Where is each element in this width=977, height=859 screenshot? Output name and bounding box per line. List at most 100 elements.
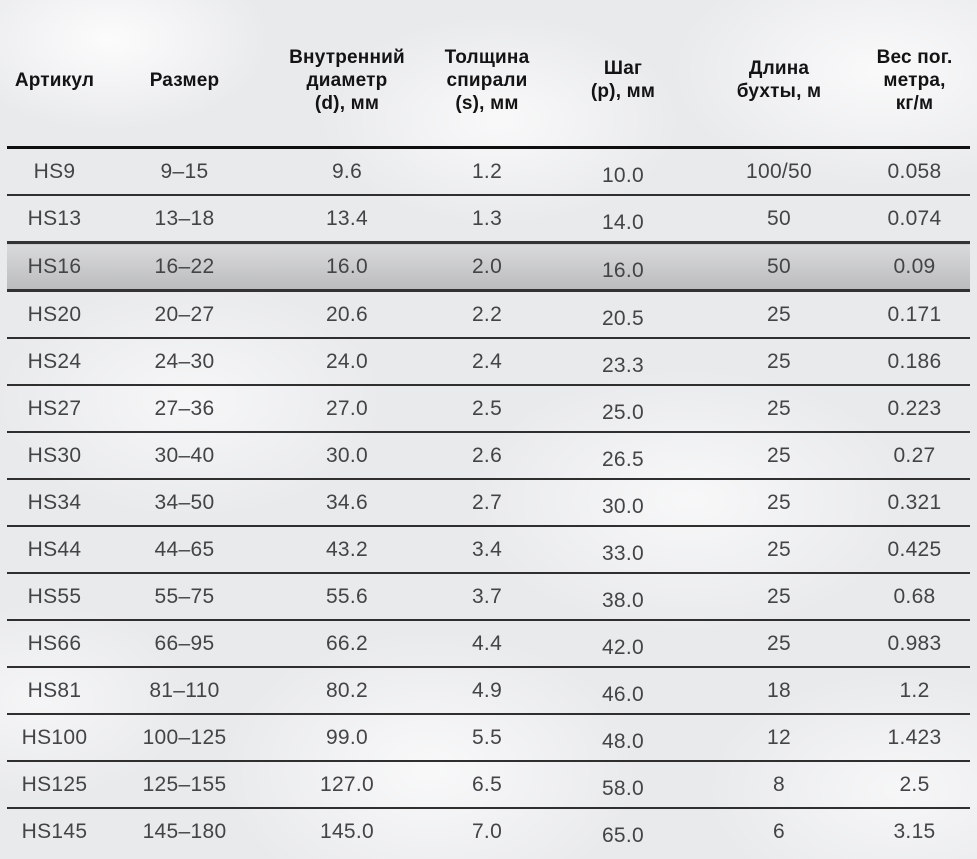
- table-row: HS125 125–155 127.0 6.5 58.0 8 2.5: [7, 761, 970, 808]
- cell-pitch: 23.3: [601, 353, 645, 377]
- cell-weight: 3.15: [893, 819, 936, 843]
- table-row: HS81 81–110 80.2 4.9 46.0 18 1.2: [7, 667, 970, 714]
- column-header-line: Вес пог.: [876, 46, 953, 68]
- cell-pitch: 65.0: [601, 823, 645, 847]
- cell-coil-length: 18: [767, 678, 791, 702]
- column-header-pitch: Шаг (р), мм: [547, 0, 699, 149]
- table-row: HS100 100–125 99.0 5.5 48.0 12 1.423: [7, 714, 970, 761]
- cell-spiral-thickness: 4.9: [471, 678, 503, 702]
- cell-size: 30–40: [154, 443, 215, 467]
- cell-coil-length: 25: [767, 490, 791, 514]
- header-row: Артикул Размер Внутренний диаметр (d), мм Тол…: [7, 0, 970, 149]
- cell-inner-diameter: 127.0: [319, 772, 375, 796]
- cell-article: HS125: [21, 772, 88, 796]
- cell-spiral-thickness: 2.5: [471, 396, 503, 420]
- column-header-line: Шаг: [603, 58, 643, 79]
- cell-inner-diameter: 27.0: [325, 396, 369, 420]
- cell-spiral-thickness: 2.2: [471, 302, 503, 326]
- cell-inner-diameter: 13.4: [325, 206, 369, 230]
- cell-pitch: 14.0: [601, 210, 645, 234]
- cell-coil-length: 25: [767, 537, 791, 561]
- cell-pitch: 38.0: [601, 588, 645, 612]
- cell-pitch: 16.0: [547, 242, 699, 291]
- cell-spiral-thickness: 3.4: [471, 537, 503, 561]
- cell-spiral-thickness: 3.7: [471, 584, 503, 608]
- cell-pitch: 20.5: [601, 306, 645, 330]
- table-header: Артикул Размер Внутренний диаметр (d), мм Тол…: [7, 0, 970, 149]
- cell-inner-diameter: 20.6: [325, 302, 369, 326]
- table-row: HS27 27–36 27.0 2.5 25.0 25 0.223: [7, 385, 970, 432]
- cell-article: HS55: [27, 584, 82, 608]
- table-row: HS24 24–30 24.0 2.4 23.3 25 0.186: [7, 338, 970, 385]
- cell-size: 81–110: [149, 678, 220, 702]
- column-header-line: кг/м: [895, 92, 934, 114]
- cell-spiral-thickness: 7.0: [471, 819, 503, 843]
- cell-pitch: 10.0: [601, 163, 645, 187]
- cell-size: 24–30: [154, 349, 215, 373]
- cell-pitch: 25.0: [601, 400, 645, 424]
- cell-inner-diameter: 9.6: [331, 159, 363, 183]
- cell-coil-length: 8: [773, 772, 785, 796]
- cell-inner-diameter: 30.0: [325, 443, 369, 467]
- column-header-size: Размер: [102, 0, 267, 149]
- column-header-spiral-thickness: Толщина спирали (s), мм: [427, 0, 547, 149]
- cell-article: HS34: [27, 490, 82, 514]
- table-row: HS20 20–27 20.6 2.2 20.5 25 0.171: [7, 291, 970, 338]
- cell-article: HS27: [27, 396, 82, 420]
- table-row: HS30 30–40 30.0 2.6 26.5 25 0.27: [7, 432, 970, 479]
- cell-size: 13–18: [154, 206, 215, 230]
- cell-article: HS24: [27, 349, 82, 373]
- cell-weight: 1.423: [887, 725, 942, 749]
- cell-inner-diameter: 145.0: [319, 819, 375, 843]
- cell-inner-diameter: 43.2: [325, 537, 369, 561]
- cell-size: 44–65: [154, 537, 215, 561]
- cell-spiral-thickness: 4.4: [471, 631, 503, 655]
- cell-weight: 0.223: [887, 396, 942, 420]
- cell-coil-length: 6: [773, 819, 785, 843]
- cell-coil-length: 25: [767, 349, 791, 373]
- column-header-line: бухты, м: [736, 81, 822, 102]
- cell-inner-diameter: 66.2: [325, 631, 369, 655]
- cell-article: HS100: [21, 725, 88, 749]
- cell-inner-diameter: 34.6: [325, 490, 369, 514]
- cell-weight: 0.074: [887, 206, 942, 230]
- cell-size: 16–22: [102, 242, 267, 291]
- cell-spiral-thickness: 2.7: [471, 490, 503, 514]
- cell-coil-length: 12: [767, 725, 791, 749]
- column-header-weight: Вес пог. метра, кг/м: [859, 0, 970, 149]
- cell-pitch: 46.0: [601, 682, 645, 706]
- cell-article: HS9: [33, 159, 76, 183]
- cell-weight: 0.983: [887, 631, 942, 655]
- table-row: HS9 9–15 9.6 1.2 10.0 100/50 0.058: [7, 148, 970, 195]
- cell-article: HS44: [27, 537, 82, 561]
- cell-coil-length: 25: [767, 584, 791, 608]
- table-row: HS66 66–95 66.2 4.4 42.0 25 0.983: [7, 620, 970, 667]
- cell-article: HS81: [27, 678, 82, 702]
- cell-weight: 0.68: [893, 584, 936, 608]
- cell-size: 34–50: [154, 490, 215, 514]
- cell-pitch: 48.0: [601, 729, 645, 753]
- cell-article: HS16: [7, 242, 102, 291]
- cell-weight: 1.2: [899, 678, 930, 702]
- cell-inner-diameter: 24.0: [325, 349, 369, 373]
- cell-inner-diameter: 55.6: [325, 584, 369, 608]
- cell-weight: 2.5: [899, 772, 930, 796]
- cell-coil-length: 50: [767, 206, 791, 230]
- table-row: HS55 55–75 55.6 3.7 38.0 25 0.68: [7, 573, 970, 620]
- table-row: HS145 145–180 145.0 7.0 65.0 6 3.15: [7, 808, 970, 854]
- table-row: HS13 13–18 13.4 1.3 14.0 50 0.074: [7, 195, 970, 243]
- column-header-line: диаметр: [306, 69, 388, 91]
- column-header-line: метра,: [883, 69, 946, 91]
- cell-spiral-thickness: 1.3: [471, 206, 503, 230]
- cell-coil-length: 25: [767, 396, 791, 420]
- cell-pitch: 42.0: [601, 635, 645, 659]
- cell-coil-length: 100/50: [745, 159, 813, 183]
- cell-weight: 0.09: [859, 242, 970, 291]
- column-header-line: Длина: [748, 58, 810, 79]
- cell-pitch: 33.0: [601, 541, 645, 565]
- cell-article: HS30: [27, 443, 82, 467]
- column-header-line: (d), мм: [314, 92, 380, 114]
- cell-coil-length: 25: [767, 631, 791, 655]
- table-body: HS9 9–15 9.6 1.2 10.0 100/50 0.058 HS13 13–18 13.…: [7, 148, 970, 855]
- cell-article: HS66: [27, 631, 82, 655]
